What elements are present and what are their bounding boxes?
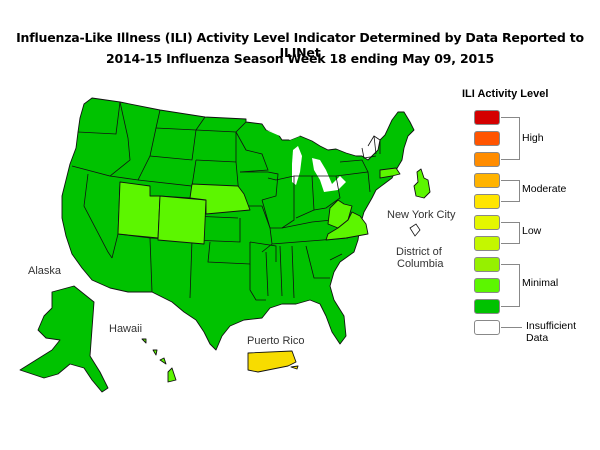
state-colorado xyxy=(157,195,207,245)
state-alaska xyxy=(19,285,109,393)
legend-line-insufficient xyxy=(501,327,522,328)
legend-title: ILI Activity Level xyxy=(462,88,549,100)
legend-bracket-high xyxy=(501,117,520,160)
map-title: Influenza-Like Illness (ILI) Activity Le… xyxy=(16,30,584,60)
legend-swatch-level-10 xyxy=(474,110,500,125)
legend-bracket-moderate xyxy=(501,180,520,202)
label-puerto-rico: Puerto Rico xyxy=(247,335,305,347)
dc-inset xyxy=(409,223,421,237)
legend-swatch-level-6 xyxy=(474,194,500,209)
legend-label-high: High xyxy=(522,132,544,144)
legend-label-moderate: Moderate xyxy=(522,183,567,195)
legend-swatch-level-3 xyxy=(474,257,500,272)
legend-swatch-level-5 xyxy=(474,215,500,230)
nyc-inset xyxy=(413,168,431,199)
label-hawaii: Hawaii xyxy=(109,323,143,335)
lake-michigan xyxy=(292,146,302,185)
legend-label-insufficient: Insufficient Data xyxy=(526,320,577,344)
legend-swatch-level-2 xyxy=(474,278,500,293)
state-massachusetts xyxy=(379,167,401,179)
label-nyc: New York City xyxy=(387,209,456,221)
label-dc-2: Columbia xyxy=(397,258,444,270)
label-alaska: Alaska xyxy=(28,265,62,277)
state-virginia xyxy=(325,211,369,241)
puerto-rico xyxy=(247,350,297,373)
map-subtitle: 2014-15 Influenza Season Week 18 ending … xyxy=(106,51,494,66)
lake-superior xyxy=(266,130,300,140)
label-dc-1: District of xyxy=(396,246,442,258)
legend-label-minimal: Minimal xyxy=(522,277,559,289)
legend-swatch-level-8 xyxy=(474,152,500,167)
hawaii-islands xyxy=(141,338,167,365)
legend-label-low: Low xyxy=(522,225,542,237)
puerto-rico-islet xyxy=(290,365,299,370)
legend-bracket-low xyxy=(501,222,520,244)
legend-swatch-level-9 xyxy=(474,131,500,146)
state-hawaii xyxy=(167,367,177,383)
legend-swatch-level-7 xyxy=(474,173,500,188)
state-west-virginia xyxy=(327,199,353,229)
legend-swatch-level-1 xyxy=(474,299,500,314)
legend-swatch-insufficient xyxy=(474,320,500,335)
legend-bracket-minimal xyxy=(501,264,520,307)
state-borders xyxy=(71,101,381,301)
state-nebraska xyxy=(189,183,251,215)
legend-swatch-level-4 xyxy=(474,236,500,251)
contiguous-us-region xyxy=(61,97,415,351)
